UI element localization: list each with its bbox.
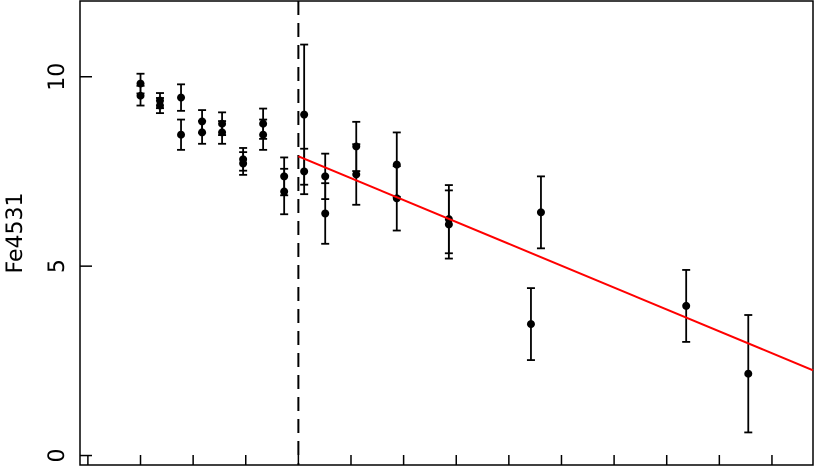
point (155, 101, 164, 110)
point (321, 209, 330, 218)
point (321, 172, 330, 181)
point (300, 110, 309, 119)
point (536, 208, 545, 217)
point (136, 91, 145, 100)
y-axis-label: Fe4531 (3, 193, 28, 274)
point (239, 159, 248, 168)
y-tick-label: 5 (45, 259, 70, 273)
point (280, 187, 289, 196)
point (177, 130, 186, 139)
plot-frame (79, 0, 814, 466)
point (218, 128, 227, 137)
point (526, 320, 535, 329)
y-tick-label: 10 (45, 63, 70, 91)
point (444, 220, 453, 229)
fit-line (297, 155, 814, 372)
point (300, 167, 309, 176)
point (177, 93, 186, 102)
point (744, 369, 753, 378)
point (682, 301, 691, 310)
point (198, 128, 207, 137)
point (259, 130, 268, 139)
y-tick-label: 0 (45, 449, 70, 463)
point (352, 170, 361, 179)
